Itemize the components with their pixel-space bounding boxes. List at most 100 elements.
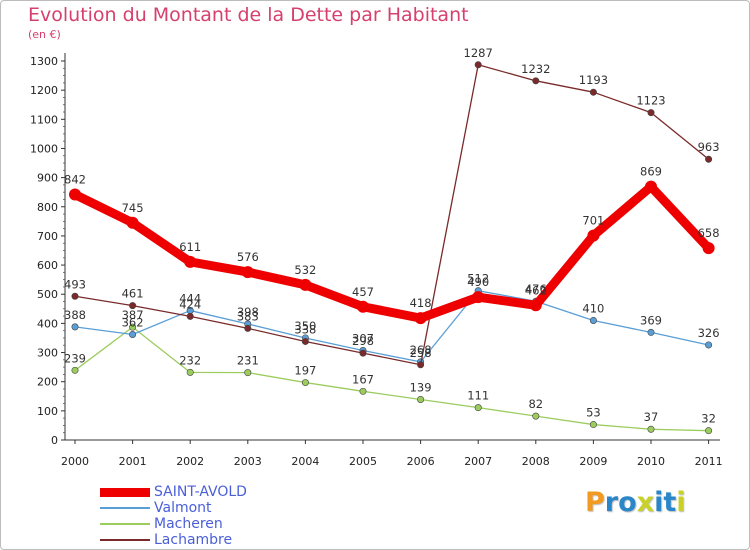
data-point-lachambre: [129, 302, 137, 310]
y-tick-label: 100: [37, 405, 58, 418]
data-point-valmont: [71, 323, 79, 331]
legend: SAINT-AVOLD Valmont Macheren Lachambre: [100, 484, 300, 548]
data-label-saint-avold: 418: [410, 296, 432, 310]
data-label-lachambre: 338: [294, 322, 316, 336]
x-tick-label: 2008: [522, 455, 550, 468]
data-point-lachambre: [417, 361, 425, 369]
data-point-saint-avold: [126, 216, 139, 229]
data-label-macheren: 53: [586, 406, 601, 420]
data-point-macheren: [417, 395, 425, 403]
data-point-lachambre: [474, 61, 482, 69]
y-tick-label: 300: [37, 347, 58, 360]
legend-swatch: [100, 539, 150, 541]
y-tick-label: 1300: [30, 55, 58, 68]
data-label-valmont: 398: [237, 305, 259, 319]
data-label-lachambre: 1193: [579, 73, 608, 87]
data-point-macheren: [474, 404, 482, 412]
data-point-macheren: [129, 323, 137, 331]
x-tick-label: 2010: [637, 455, 665, 468]
data-label-lachambre: 493: [64, 277, 86, 291]
logo-letter: i: [654, 487, 664, 518]
data-label-valmont: 268: [410, 343, 432, 357]
y-tick-label: 800: [37, 201, 58, 214]
data-label-lachambre: 1287: [464, 46, 493, 60]
data-point-valmont: [705, 341, 713, 349]
data-point-lachambre: [186, 312, 194, 320]
y-tick-label: 1000: [30, 142, 58, 155]
series-line-saint-avold: [70, 182, 714, 323]
data-label-macheren: 32: [701, 412, 716, 426]
data-point-macheren: [186, 368, 194, 376]
data-point-valmont: [129, 330, 137, 338]
data-label-saint-avold: 745: [122, 201, 144, 215]
y-tick-label: 200: [37, 376, 58, 389]
legend-item-lachambre: Lachambre: [100, 532, 300, 548]
data-point-lachambre: [71, 292, 79, 300]
data-label-macheren: 111: [467, 389, 489, 403]
legend-label: SAINT-AVOLD: [154, 484, 247, 500]
series-layer: [69, 61, 715, 435]
data-label-saint-avold: 869: [640, 165, 662, 179]
logo-letter: o: [618, 487, 637, 518]
y-tick-label: 700: [37, 230, 58, 243]
data-point-macheren: [71, 366, 79, 374]
y-tick-label: 1200: [30, 84, 58, 97]
data-point-valmont: [647, 328, 655, 336]
data-label-saint-avold: 576: [237, 250, 259, 264]
data-label-lachambre: 461: [122, 287, 144, 301]
data-label-macheren: 387: [122, 308, 144, 322]
y-tick-label: 0: [51, 434, 58, 447]
labels-layer: 239 387 232 231 197 167 139 111 82 53 37 32 388 362 44…: [64, 46, 720, 426]
data-label-saint-avold: 842: [64, 173, 86, 187]
data-point-valmont: [589, 316, 597, 324]
data-point-lachambre: [647, 109, 655, 117]
data-point-macheren: [359, 387, 367, 395]
logo-letter: P: [585, 487, 605, 518]
chart-subtitle: (en €): [28, 28, 61, 41]
x-tick-label: 2005: [349, 455, 377, 468]
data-label-valmont: 350: [294, 319, 316, 333]
data-label-lachambre: 258: [410, 346, 432, 360]
data-point-saint-avold: [587, 229, 600, 242]
data-label-macheren: 82: [528, 397, 543, 411]
data-label-lachambre: 383: [237, 309, 259, 323]
data-point-saint-avold: [529, 299, 542, 312]
x-tick-label: 2004: [291, 455, 319, 468]
data-label-lachambre: 1232: [521, 62, 550, 76]
data-label-lachambre: 424: [179, 297, 201, 311]
data-label-valmont: 307: [352, 331, 374, 345]
data-point-saint-avold: [241, 266, 254, 279]
data-label-saint-avold: 658: [698, 226, 720, 240]
data-label-valmont: 444: [179, 292, 201, 306]
data-label-saint-avold: 611: [179, 240, 201, 254]
data-label-macheren: 239: [64, 351, 86, 365]
data-point-saint-avold: [702, 242, 715, 255]
data-label-saint-avold: 490: [467, 275, 489, 289]
data-point-lachambre: [705, 155, 713, 163]
data-point-macheren: [244, 369, 252, 377]
proxiti-logo: Proxiti: [585, 487, 686, 518]
data-label-lachambre: 1123: [636, 94, 665, 108]
data-label-macheren: 232: [179, 353, 201, 367]
legend-item-valmont: Valmont: [100, 500, 300, 516]
chart-title: Evolution du Montant de la Dette par Hab…: [28, 4, 469, 26]
data-point-saint-avold: [69, 188, 81, 201]
y-tick-label: 500: [37, 288, 58, 301]
legend-label: Macheren: [154, 516, 223, 532]
x-tick-label: 2001: [119, 455, 147, 468]
data-label-valmont: 410: [582, 301, 604, 315]
y-tick-label: 400: [37, 317, 58, 330]
data-point-macheren: [705, 427, 713, 435]
data-label-macheren: 197: [294, 364, 316, 378]
x-tick-label: 2009: [579, 455, 607, 468]
data-point-lachambre: [589, 88, 597, 96]
x-tick-label: 2007: [464, 455, 492, 468]
data-label-valmont: 362: [122, 315, 144, 329]
data-point-macheren: [589, 421, 597, 429]
series-line-valmont: [74, 290, 710, 363]
y-tick-label: 900: [37, 172, 58, 185]
logo-letter: t: [663, 487, 677, 518]
x-tick-label: 2002: [176, 455, 204, 468]
data-label-valmont: 512: [467, 272, 489, 286]
